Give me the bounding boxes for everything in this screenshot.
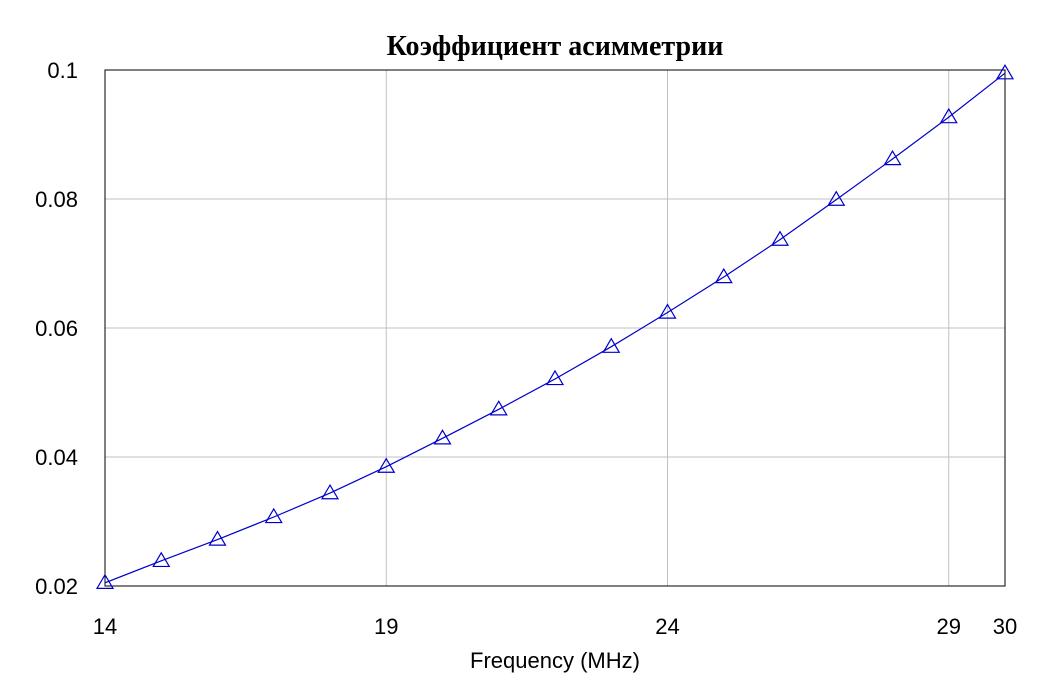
x-tick-label: 19	[374, 614, 398, 639]
grid-lines	[105, 70, 1005, 586]
data-point-marker	[770, 230, 790, 246]
y-tick-label: 0.08	[35, 187, 78, 212]
data-point-marker	[995, 64, 1015, 80]
data-point-marker	[377, 457, 396, 473]
data-point-marker	[545, 369, 565, 386]
series-line	[104, 72, 1006, 584]
data-point-marker	[152, 551, 171, 568]
tick-labels: 14 19 24 29 30 0.02 0.04 0.06 0.08 0.1	[35, 58, 1017, 639]
data-point-marker	[658, 303, 677, 319]
data-point-marker	[264, 507, 283, 524]
y-tick-label: 0.1	[47, 58, 78, 83]
x-tick-label: 24	[655, 614, 679, 639]
data-point-marker	[489, 400, 508, 416]
data-point-marker	[714, 267, 733, 284]
chart-title: Коэффициент асимметрии	[387, 31, 724, 62]
data-point-marker	[208, 530, 227, 546]
x-tick-label: 29	[937, 614, 961, 639]
x-tick-label: 30	[993, 614, 1017, 639]
data-point-marker	[883, 149, 902, 166]
data-point-marker	[433, 429, 452, 445]
data-point-marker	[602, 337, 621, 353]
data-point-marker	[95, 573, 115, 589]
plot-frame	[104, 69, 1006, 587]
x-axis-label: Frequency (MHz)	[470, 648, 640, 673]
y-tick-label: 0.04	[35, 445, 78, 470]
data-point-marker	[939, 107, 958, 124]
y-tick-label: 0.02	[35, 574, 78, 599]
data-point-marker	[320, 483, 340, 500]
data-point-marker	[827, 190, 846, 206]
series-layer	[95, 64, 1015, 589]
x-tick-label: 14	[93, 614, 117, 639]
y-tick-label: 0.06	[35, 316, 78, 341]
